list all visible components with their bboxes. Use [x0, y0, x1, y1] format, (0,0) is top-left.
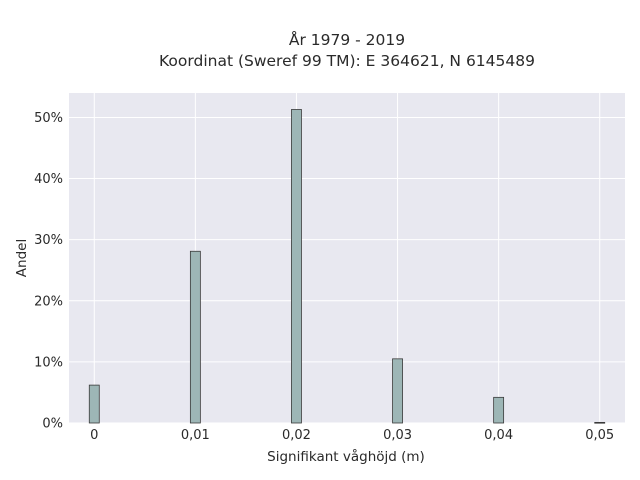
chart-subtitle: Koordinat (Sweref 99 TM): E 364621, N 61… [159, 52, 535, 70]
bar [493, 396, 505, 424]
bar [189, 250, 201, 424]
bar [594, 421, 606, 424]
bars [88, 109, 606, 424]
x-axis-label: Signifikant våghöjd (m) [267, 448, 425, 465]
y-tick-label: 10% [34, 355, 63, 370]
chart-title: År 1979 - 2019 [289, 30, 405, 49]
x-tick-label: 0,01 [181, 428, 210, 443]
x-tick-label: 0,05 [585, 428, 614, 443]
bar [392, 358, 403, 424]
x-tick-labels: 0 0,01 0,02 0,03 0,04 0,05 [90, 428, 614, 443]
y-tick-label: 50% [34, 111, 63, 126]
plot-area [69, 93, 625, 423]
x-tick-label: 0,02 [282, 428, 311, 443]
bar [291, 109, 302, 424]
y-tick-label: 0% [42, 417, 63, 432]
bar [88, 384, 100, 424]
x-tick-label: 0,04 [484, 428, 513, 443]
x-tick-label: 0 [90, 428, 98, 443]
y-tick-label: 20% [34, 294, 63, 309]
x-tick-label: 0,03 [383, 428, 412, 443]
y-gridlines [69, 116, 625, 424]
y-tick-labels: 0% 10% 20% 30% 40% 50% [34, 111, 63, 432]
y-axis-label: Andel [14, 239, 30, 277]
y-tick-label: 30% [34, 233, 63, 248]
y-tick-label: 40% [34, 172, 63, 187]
